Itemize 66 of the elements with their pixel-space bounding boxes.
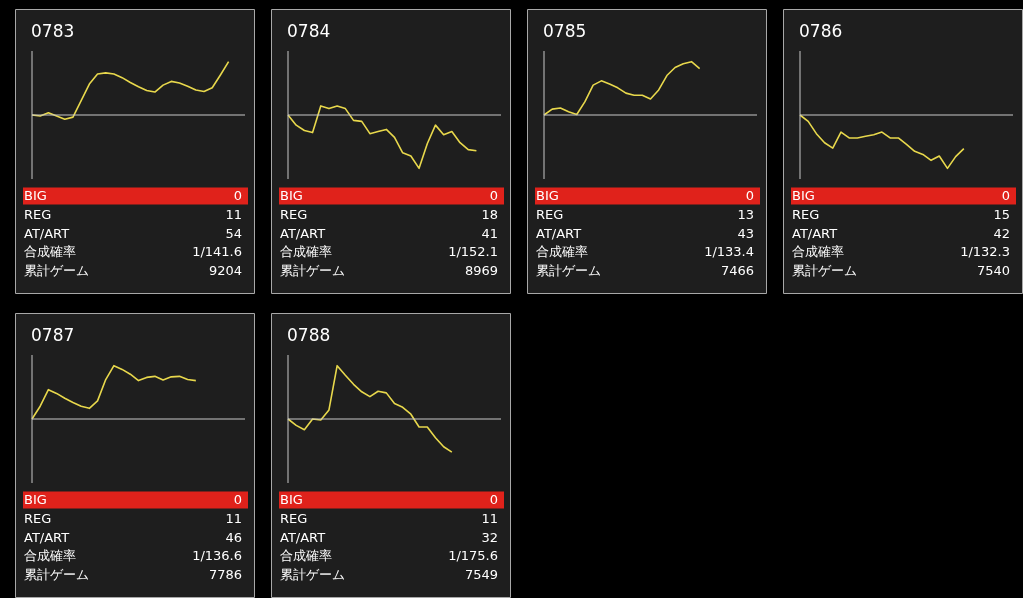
- text: BIG: [792, 188, 815, 203]
- text: 1/152.1: [448, 244, 498, 260]
- text: 54: [225, 225, 242, 241]
- text: 合成確率: [280, 548, 332, 564]
- text: 1/132.3: [960, 244, 1010, 260]
- text: 7786: [208, 567, 242, 582]
- text: 合成確率: [280, 244, 332, 260]
- text: 7540: [976, 263, 1010, 278]
- text: 41: [481, 225, 498, 241]
- text: AT/ART: [280, 225, 326, 241]
- text: REG: [280, 510, 308, 526]
- text: 1/136.6: [192, 548, 242, 564]
- text: 0: [1001, 188, 1010, 203]
- text: BIG: [280, 492, 303, 507]
- text: 1/141.6: [192, 244, 242, 260]
- text: AT/ART: [280, 529, 326, 545]
- text: BIG: [280, 188, 303, 203]
- text: REG: [280, 206, 308, 222]
- text: 合成確率: [24, 244, 76, 260]
- text: BIG: [24, 188, 47, 203]
- text: AT/ART: [24, 529, 70, 545]
- chart-title: 0784: [287, 21, 331, 41]
- text: 合成確率: [536, 244, 588, 260]
- text: BIG: [24, 492, 47, 507]
- text: 合成確率: [24, 548, 76, 564]
- text: 8969: [464, 263, 498, 278]
- chart-title: 0787: [31, 325, 75, 345]
- text: 累計ゲーム: [280, 567, 345, 582]
- text: 9204: [208, 263, 242, 278]
- text: 13: [737, 206, 754, 222]
- text: BIG: [536, 188, 559, 203]
- text: 累計ゲーム: [24, 263, 89, 278]
- text: AT/ART: [792, 225, 838, 241]
- text: 7466: [720, 263, 754, 278]
- text: 累計ゲーム: [280, 263, 345, 278]
- chart-title: 0783: [31, 21, 75, 41]
- text: REG: [792, 206, 820, 222]
- text: 0: [489, 492, 498, 507]
- text: 46: [225, 529, 242, 545]
- text: 7549: [464, 567, 498, 582]
- text: 0: [489, 188, 498, 203]
- text: 43: [737, 225, 754, 241]
- text: 15: [993, 206, 1010, 222]
- text: 累計ゲーム: [24, 567, 89, 582]
- text: 11: [481, 510, 498, 526]
- text: 1/133.4: [704, 244, 754, 260]
- text: 32: [481, 529, 498, 545]
- text: REG: [24, 206, 52, 222]
- chart-title: 0788: [287, 325, 331, 345]
- text: REG: [536, 206, 564, 222]
- text: 11: [225, 510, 242, 526]
- chart-title: 0786: [799, 21, 843, 41]
- text: REG: [24, 510, 52, 526]
- text: 18: [481, 206, 498, 222]
- text: 0: [745, 188, 754, 203]
- text: AT/ART: [536, 225, 582, 241]
- text: AT/ART: [24, 225, 70, 241]
- text: 0: [233, 492, 242, 507]
- text: 11: [225, 206, 242, 222]
- text: 0: [233, 188, 242, 203]
- text: 合成確率: [792, 244, 844, 260]
- chart-title: 0785: [543, 21, 587, 41]
- text: 累計ゲーム: [792, 263, 857, 278]
- text: 1/175.6: [448, 548, 498, 564]
- text: 42: [993, 225, 1010, 241]
- text: 累計ゲーム: [536, 263, 601, 278]
